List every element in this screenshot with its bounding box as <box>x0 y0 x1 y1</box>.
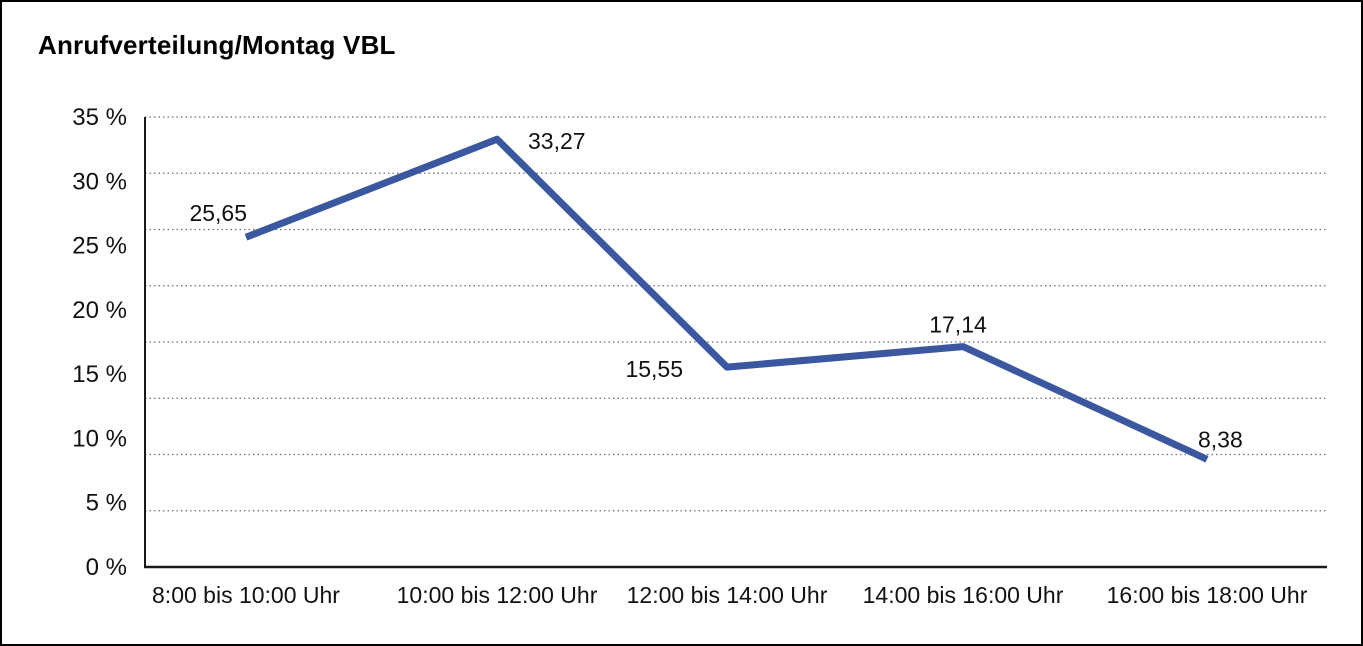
y-axis-tick-label: 35 % <box>72 104 127 131</box>
data-point-label: 8,38 <box>1198 426 1243 452</box>
y-axis-tick-label: 25 % <box>72 233 127 260</box>
data-point-label: 33,27 <box>528 128 586 154</box>
data-point-label: 15,55 <box>625 356 683 382</box>
x-axis-tick-label: 12:00 bis 14:00 Uhr <box>627 582 828 608</box>
data-point-label: 25,65 <box>189 200 247 226</box>
y-axis-tick-label: 15 % <box>72 361 127 388</box>
x-axis-tick-label: 14:00 bis 16:00 Uhr <box>863 582 1064 608</box>
y-axis-tick-label: 30 % <box>72 168 127 195</box>
y-axis-tick-label: 0 % <box>86 554 127 581</box>
y-axis-tick-label: 5 % <box>86 490 127 517</box>
x-axis-tick-label: 16:00 bis 18:00 Uhr <box>1107 582 1308 608</box>
data-point-label: 17,14 <box>929 312 987 338</box>
x-axis-tick-label: 8:00 bis 10:00 Uhr <box>152 582 340 608</box>
chart-title: Anrufverteilung/Montag VBL <box>38 30 396 60</box>
y-axis-tick-label: 10 % <box>72 425 127 452</box>
x-axis-tick-label: 10:00 bis 12:00 Uhr <box>397 582 598 608</box>
data-line-series <box>244 135 1209 463</box>
y-axis-tick-label: 20 % <box>72 297 127 324</box>
